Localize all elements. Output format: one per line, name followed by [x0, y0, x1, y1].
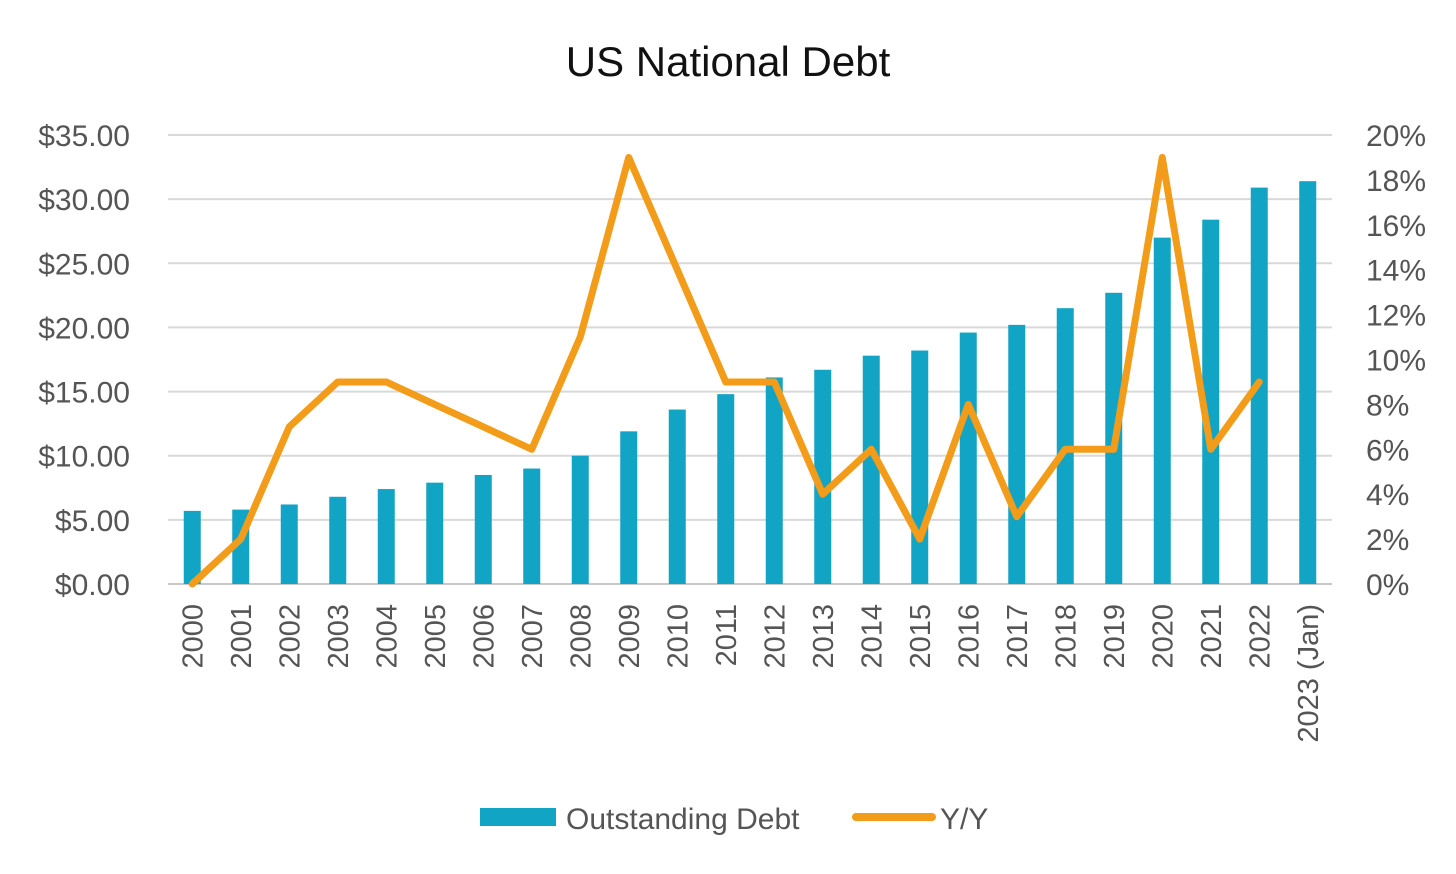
legend: Outstanding Debt Y/Y: [480, 803, 988, 836]
line-point: [1210, 448, 1212, 450]
bar: [717, 394, 735, 584]
right-tick-label: 20%: [1366, 120, 1426, 153]
line-point: [628, 156, 630, 158]
x-tick-label: 2012: [759, 604, 791, 669]
right-tick-label: 0%: [1366, 569, 1409, 602]
bar: [1153, 237, 1171, 584]
line-point: [434, 403, 436, 405]
x-tick-label: 2013: [808, 604, 840, 669]
x-tick-label: 2011: [711, 604, 743, 666]
line-point: [1161, 156, 1163, 158]
x-axis: 2000 2001 2002 2003 2004 2005 2006 2007 2008 2009…: [177, 604, 1325, 743]
bar: [474, 474, 492, 584]
right-tick-label: 12%: [1366, 300, 1426, 333]
bar: [571, 455, 589, 584]
x-tick-label: 2005: [420, 604, 452, 669]
bar: [280, 504, 298, 584]
x-tick-label: 2016: [953, 604, 985, 669]
line-point: [385, 381, 387, 383]
x-tick-label: 2022: [1244, 604, 1276, 669]
line-point: [1064, 448, 1066, 450]
left-axis: $0.00 $5.00 $10.00 $15.00 $20.00 $25.00 $30.00…: [38, 120, 130, 602]
right-tick-label: 6%: [1366, 434, 1409, 467]
left-tick-label: $20.00: [38, 312, 130, 345]
right-tick-label: 16%: [1366, 210, 1426, 243]
line-point: [725, 381, 727, 383]
x-tick-label: 2008: [565, 604, 597, 669]
line-point: [288, 426, 290, 428]
line-point: [337, 381, 339, 383]
x-tick-label: 2006: [468, 604, 500, 669]
x-tick-label: 2020: [1147, 604, 1179, 669]
chart-title: US National Debt: [566, 38, 891, 85]
line-series-yy: [188, 153, 1263, 588]
x-tick-label: 2000: [177, 604, 209, 669]
line-point: [191, 583, 193, 585]
bar: [183, 510, 201, 584]
right-tick-label: 8%: [1366, 389, 1409, 422]
left-tick-label: $10.00: [38, 441, 130, 474]
line-point: [482, 426, 484, 428]
bar: [668, 409, 686, 584]
gridlines: [168, 134, 1332, 585]
x-tick-label: 2009: [614, 604, 646, 669]
line-point: [676, 269, 678, 271]
line-point: [870, 448, 872, 450]
right-tick-label: 14%: [1366, 255, 1426, 288]
line-point: [1113, 448, 1115, 450]
bar: [814, 369, 832, 584]
right-tick-label: 10%: [1366, 345, 1426, 378]
left-tick-label: $30.00: [38, 184, 130, 217]
bar: [620, 431, 638, 584]
bar: [377, 489, 395, 584]
line-path: [188, 153, 1263, 588]
legend-swatch-outstanding-debt: [480, 808, 556, 826]
bar: [1202, 219, 1220, 584]
right-tick-label: 2%: [1366, 524, 1409, 557]
line-point: [919, 538, 921, 540]
bar: [765, 377, 783, 584]
bar: [426, 482, 444, 584]
bar: [862, 355, 880, 584]
left-tick-label: $25.00: [38, 248, 130, 281]
x-tick-label: 2001: [226, 604, 258, 669]
right-tick-label: 18%: [1366, 165, 1426, 198]
line-point: [822, 493, 824, 495]
left-tick-label: $35.00: [38, 120, 130, 153]
line-point: [531, 448, 533, 450]
bar: [1299, 181, 1317, 584]
bar: [523, 468, 541, 584]
x-tick-label: 2003: [323, 604, 355, 669]
x-tick-label: 2007: [517, 604, 549, 669]
line-point: [240, 538, 242, 540]
left-tick-label: $5.00: [55, 505, 130, 538]
bar: [959, 332, 977, 584]
x-tick-label: 2017: [1002, 604, 1034, 669]
x-tick-label: 2014: [856, 604, 888, 669]
x-tick-label: 2018: [1050, 604, 1082, 669]
x-tick-label: 2002: [274, 604, 306, 669]
line-point: [773, 381, 775, 383]
legend-label-yy: Y/Y: [940, 803, 988, 836]
x-tick-label: 2019: [1099, 604, 1131, 669]
x-tick-label: 2023 (Jan): [1293, 604, 1325, 743]
line-point: [579, 336, 581, 338]
line-point: [1258, 381, 1260, 383]
x-tick-label: 2004: [371, 604, 403, 669]
x-tick-label: 2010: [662, 604, 694, 669]
left-tick-label: $15.00: [38, 377, 130, 410]
line-point: [967, 403, 969, 405]
x-tick-label: 2015: [905, 604, 937, 669]
x-tick-label: 2021: [1196, 604, 1228, 669]
bar: [1008, 324, 1026, 584]
right-tick-label: 4%: [1366, 479, 1409, 512]
legend-label-outstanding-debt: Outstanding Debt: [566, 803, 800, 836]
bar: [911, 350, 929, 584]
right-axis: 0% 2% 4% 6% 8% 10% 12% 14% 16% 18% 20%: [1366, 120, 1426, 602]
line-point: [1016, 516, 1018, 518]
bar: [329, 496, 347, 584]
left-tick-label: $0.00: [55, 569, 130, 602]
